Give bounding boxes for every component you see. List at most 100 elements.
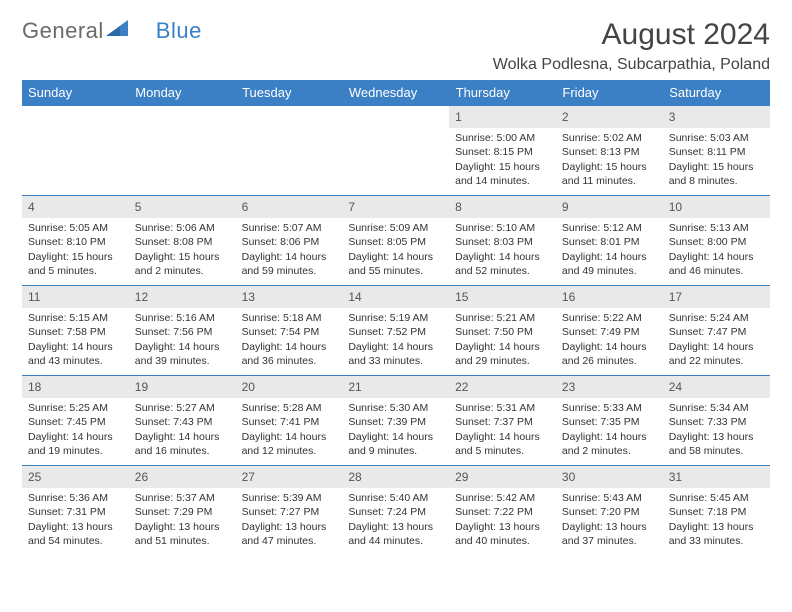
day-content: Sunrise: 5:03 AMSunset: 8:11 PMDaylight:…: [663, 128, 770, 194]
day-number: 31: [663, 466, 770, 488]
daylight-text: Daylight: 13 hours and 33 minutes.: [669, 520, 764, 548]
day-number: 15: [449, 286, 556, 308]
calendar-day-cell: 9Sunrise: 5:12 AMSunset: 8:01 PMDaylight…: [556, 196, 663, 286]
day-content: Sunrise: 5:42 AMSunset: 7:22 PMDaylight:…: [449, 488, 556, 554]
daylight-text: Daylight: 15 hours and 8 minutes.: [669, 160, 764, 188]
calendar-day-cell: 20Sunrise: 5:28 AMSunset: 7:41 PMDayligh…: [236, 376, 343, 466]
sunset-text: Sunset: 7:52 PM: [348, 325, 443, 339]
logo: General Blue: [22, 18, 202, 44]
calendar-week-row: 11Sunrise: 5:15 AMSunset: 7:58 PMDayligh…: [22, 286, 770, 376]
calendar-day-cell: 2Sunrise: 5:02 AMSunset: 8:13 PMDaylight…: [556, 106, 663, 196]
daylight-text: Daylight: 15 hours and 5 minutes.: [28, 250, 123, 278]
daylight-text: Daylight: 14 hours and 29 minutes.: [455, 340, 550, 368]
sunset-text: Sunset: 8:06 PM: [242, 235, 337, 249]
sunset-text: Sunset: 8:11 PM: [669, 145, 764, 159]
day-content: Sunrise: 5:19 AMSunset: 7:52 PMDaylight:…: [342, 308, 449, 374]
day-number: 14: [342, 286, 449, 308]
sunset-text: Sunset: 7:31 PM: [28, 505, 123, 519]
sunrise-text: Sunrise: 5:28 AM: [242, 401, 337, 415]
day-content: Sunrise: 5:09 AMSunset: 8:05 PMDaylight:…: [342, 218, 449, 284]
daylight-text: Daylight: 14 hours and 33 minutes.: [348, 340, 443, 368]
daylight-text: Daylight: 13 hours and 40 minutes.: [455, 520, 550, 548]
day-number: 19: [129, 376, 236, 398]
day-number: 11: [22, 286, 129, 308]
sunset-text: Sunset: 7:56 PM: [135, 325, 230, 339]
day-number: 22: [449, 376, 556, 398]
sunset-text: Sunset: 7:43 PM: [135, 415, 230, 429]
day-content: Sunrise: 5:40 AMSunset: 7:24 PMDaylight:…: [342, 488, 449, 554]
sunrise-text: Sunrise: 5:45 AM: [669, 491, 764, 505]
calendar-day-cell: 17Sunrise: 5:24 AMSunset: 7:47 PMDayligh…: [663, 286, 770, 376]
sunset-text: Sunset: 8:13 PM: [562, 145, 657, 159]
calendar-day-cell: 11Sunrise: 5:15 AMSunset: 7:58 PMDayligh…: [22, 286, 129, 376]
day-number: 24: [663, 376, 770, 398]
header: General Blue August 2024: [22, 18, 770, 52]
day-content: Sunrise: 5:00 AMSunset: 8:15 PMDaylight:…: [449, 128, 556, 194]
calendar-day-cell: 7Sunrise: 5:09 AMSunset: 8:05 PMDaylight…: [342, 196, 449, 286]
day-content: Sunrise: 5:45 AMSunset: 7:18 PMDaylight:…: [663, 488, 770, 554]
day-number: [236, 106, 343, 128]
day-number: 1: [449, 106, 556, 128]
calendar-day-cell: 4Sunrise: 5:05 AMSunset: 8:10 PMDaylight…: [22, 196, 129, 286]
weekday-header: Wednesday: [342, 80, 449, 106]
calendar-week-row: 25Sunrise: 5:36 AMSunset: 7:31 PMDayligh…: [22, 466, 770, 556]
day-number: 29: [449, 466, 556, 488]
logo-text-2: Blue: [156, 18, 202, 44]
calendar-body: 1Sunrise: 5:00 AMSunset: 8:15 PMDaylight…: [22, 106, 770, 556]
sunset-text: Sunset: 7:35 PM: [562, 415, 657, 429]
day-number: 13: [236, 286, 343, 308]
weekday-header: Friday: [556, 80, 663, 106]
day-number: 18: [22, 376, 129, 398]
sunset-text: Sunset: 8:05 PM: [348, 235, 443, 249]
sunset-text: Sunset: 7:39 PM: [348, 415, 443, 429]
day-content: Sunrise: 5:07 AMSunset: 8:06 PMDaylight:…: [236, 218, 343, 284]
day-content: Sunrise: 5:05 AMSunset: 8:10 PMDaylight:…: [22, 218, 129, 284]
calendar-day-cell: [236, 106, 343, 196]
sunrise-text: Sunrise: 5:36 AM: [28, 491, 123, 505]
calendar-day-cell: 10Sunrise: 5:13 AMSunset: 8:00 PMDayligh…: [663, 196, 770, 286]
sunset-text: Sunset: 8:00 PM: [669, 235, 764, 249]
calendar-day-cell: [342, 106, 449, 196]
daylight-text: Daylight: 14 hours and 43 minutes.: [28, 340, 123, 368]
day-number: 4: [22, 196, 129, 218]
weekday-header: Monday: [129, 80, 236, 106]
logo-text-1: General: [22, 18, 104, 44]
day-content: Sunrise: 5:12 AMSunset: 8:01 PMDaylight:…: [556, 218, 663, 284]
weekday-header-row: SundayMondayTuesdayWednesdayThursdayFrid…: [22, 80, 770, 106]
day-content: Sunrise: 5:10 AMSunset: 8:03 PMDaylight:…: [449, 218, 556, 284]
day-content: Sunrise: 5:25 AMSunset: 7:45 PMDaylight:…: [22, 398, 129, 464]
calendar-table: SundayMondayTuesdayWednesdayThursdayFrid…: [22, 80, 770, 556]
sunrise-text: Sunrise: 5:31 AM: [455, 401, 550, 415]
calendar-day-cell: 24Sunrise: 5:34 AMSunset: 7:33 PMDayligh…: [663, 376, 770, 466]
weekday-header: Sunday: [22, 80, 129, 106]
calendar-day-cell: 25Sunrise: 5:36 AMSunset: 7:31 PMDayligh…: [22, 466, 129, 556]
sunrise-text: Sunrise: 5:07 AM: [242, 221, 337, 235]
day-content: Sunrise: 5:16 AMSunset: 7:56 PMDaylight:…: [129, 308, 236, 374]
daylight-text: Daylight: 14 hours and 12 minutes.: [242, 430, 337, 458]
sunset-text: Sunset: 8:03 PM: [455, 235, 550, 249]
sunrise-text: Sunrise: 5:00 AM: [455, 131, 550, 145]
sunrise-text: Sunrise: 5:05 AM: [28, 221, 123, 235]
daylight-text: Daylight: 14 hours and 19 minutes.: [28, 430, 123, 458]
daylight-text: Daylight: 13 hours and 51 minutes.: [135, 520, 230, 548]
sunrise-text: Sunrise: 5:16 AM: [135, 311, 230, 325]
calendar-day-cell: 27Sunrise: 5:39 AMSunset: 7:27 PMDayligh…: [236, 466, 343, 556]
calendar-day-cell: 15Sunrise: 5:21 AMSunset: 7:50 PMDayligh…: [449, 286, 556, 376]
calendar-day-cell: 29Sunrise: 5:42 AMSunset: 7:22 PMDayligh…: [449, 466, 556, 556]
sunset-text: Sunset: 7:54 PM: [242, 325, 337, 339]
daylight-text: Daylight: 15 hours and 14 minutes.: [455, 160, 550, 188]
calendar-day-cell: 18Sunrise: 5:25 AMSunset: 7:45 PMDayligh…: [22, 376, 129, 466]
day-content: Sunrise: 5:31 AMSunset: 7:37 PMDaylight:…: [449, 398, 556, 464]
day-number: 10: [663, 196, 770, 218]
calendar-day-cell: 22Sunrise: 5:31 AMSunset: 7:37 PMDayligh…: [449, 376, 556, 466]
day-number: 27: [236, 466, 343, 488]
daylight-text: Daylight: 14 hours and 55 minutes.: [348, 250, 443, 278]
daylight-text: Daylight: 14 hours and 26 minutes.: [562, 340, 657, 368]
sunrise-text: Sunrise: 5:06 AM: [135, 221, 230, 235]
day-content: Sunrise: 5:43 AMSunset: 7:20 PMDaylight:…: [556, 488, 663, 554]
calendar-day-cell: 8Sunrise: 5:10 AMSunset: 8:03 PMDaylight…: [449, 196, 556, 286]
daylight-text: Daylight: 13 hours and 58 minutes.: [669, 430, 764, 458]
day-content: Sunrise: 5:21 AMSunset: 7:50 PMDaylight:…: [449, 308, 556, 374]
day-content: Sunrise: 5:28 AMSunset: 7:41 PMDaylight:…: [236, 398, 343, 464]
sunset-text: Sunset: 7:45 PM: [28, 415, 123, 429]
